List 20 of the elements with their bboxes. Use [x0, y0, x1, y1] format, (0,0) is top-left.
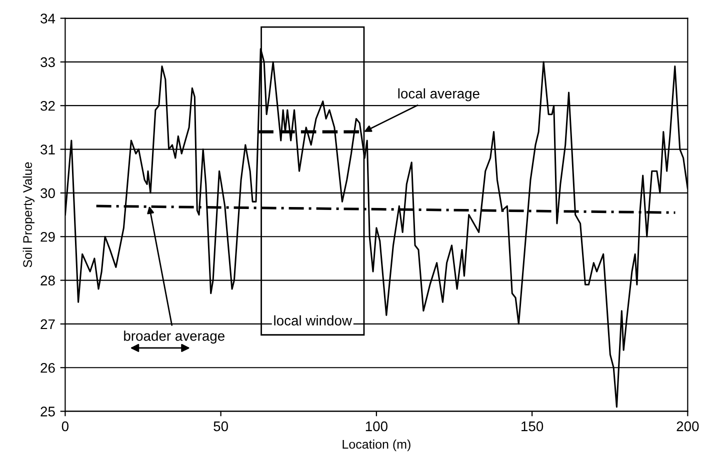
annotation: broader average [124, 330, 224, 344]
y-tick-label: 28 [40, 276, 55, 286]
x-tick-label: 50 [214, 421, 228, 432]
x-axis-title: Location (m) [342, 440, 410, 452]
annotation: local average [398, 88, 480, 102]
x-tick-label: 0 [62, 421, 69, 432]
y-axis-title: Soil Property Value [22, 162, 34, 268]
y-tick-label: 31 [40, 144, 55, 154]
y-tick-label: 26 [40, 362, 55, 373]
y-tick-label: 32 [40, 100, 55, 111]
x-tick-label: 150 [522, 421, 544, 432]
y-tick-label: 27 [40, 319, 55, 329]
annotation: local window [274, 315, 352, 326]
y-tick-label: 34 [40, 14, 56, 24]
y-tick-label: 30 [40, 188, 55, 198]
y-tick-label: 29 [40, 232, 55, 242]
y-tick-label: 33 [40, 57, 55, 68]
y-tick-label: 25 [40, 406, 55, 416]
x-tick-label: 200 [676, 421, 699, 432]
x-tick-label: 100 [366, 421, 388, 432]
